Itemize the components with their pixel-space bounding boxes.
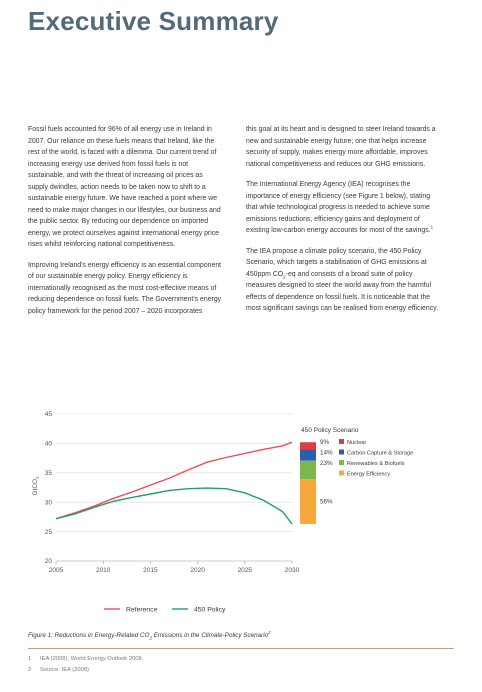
footnote-number: 2 xyxy=(28,667,32,673)
stack-percent: 9% xyxy=(320,439,330,446)
y-tick-label: 25 xyxy=(45,529,53,536)
paragraph-text: -eq and consists of a broad suite of pol… xyxy=(246,270,439,313)
paragraph: Fossil fuels accounted for 96% of all en… xyxy=(28,126,221,248)
x-axis: 2005 2010 2015 2020 2025 2030 xyxy=(49,561,300,574)
y-axis-label: GtCO2 xyxy=(32,476,40,496)
stack-segment xyxy=(300,460,316,480)
stacked-bar xyxy=(300,442,316,524)
footnote-number: 1 xyxy=(28,656,32,662)
paragraph-text: The International Energy Agency (IEA) re… xyxy=(246,181,431,234)
x-tick-label: 2020 xyxy=(190,567,205,574)
footnote-text: IEA (2008), World Energy Outlook 2008. xyxy=(40,656,144,662)
stack-segment xyxy=(300,479,316,524)
page-title: Executive Summary xyxy=(28,6,279,36)
y-axis-title: GtCO2 xyxy=(32,476,40,496)
stack-percent: 56% xyxy=(320,499,333,506)
footnote-text: Source: IEA (2008) xyxy=(40,667,89,673)
line-legend: Reference 450 Policy xyxy=(104,607,226,614)
series-line-reference xyxy=(55,441,293,520)
stack-label: Renewables & Biofuels xyxy=(347,461,405,467)
footnote: 1 IEA (2008), World Energy Outlook 2008. xyxy=(28,654,143,665)
paragraph: Improving Ireland's energy efficiency is… xyxy=(28,261,222,315)
subscript: 2 xyxy=(283,273,286,279)
paragraph: this goal at its heart and is designed t… xyxy=(246,126,436,168)
right-column: this goal at its heart and is designed t… xyxy=(246,124,442,324)
stack-segment xyxy=(300,449,316,461)
stack-legend: 450 Policy Scenario 9% Nuclear 14% Carbon Ca… xyxy=(301,427,413,506)
x-tick-label: 2025 xyxy=(238,567,253,574)
y-tick-label: 20 xyxy=(45,558,53,565)
x-tick-label: 2015 xyxy=(143,567,158,574)
x-tick-label: 2005 xyxy=(49,567,64,574)
y-tick-label: 40 xyxy=(45,441,53,448)
legend-swatch xyxy=(339,439,344,444)
x-tick-label: 2010 xyxy=(96,567,111,574)
chart-lines xyxy=(55,441,293,525)
legend-swatch xyxy=(339,460,344,465)
y-axis-subscript: 2 xyxy=(35,476,40,479)
paragraph: The IEA propose a climate policy scenari… xyxy=(246,246,442,315)
stack-percent: 14% xyxy=(320,450,333,457)
y-tick-label: 45 xyxy=(45,411,53,418)
stack-segment xyxy=(300,442,316,450)
legend-label: Reference xyxy=(126,607,158,614)
legend-swatch xyxy=(339,470,344,476)
subscript: 2 xyxy=(149,635,152,641)
series-line-450-policy xyxy=(55,487,293,525)
footnote-divider xyxy=(28,648,454,649)
caption-text: Emissions in the Climate-Policy Scenario xyxy=(151,632,269,639)
caption-text: Figure 1: Reductions in Energy-Related C… xyxy=(28,632,150,639)
paragraph: The International Energy Agency (IEA) re… xyxy=(246,179,442,237)
footnote-ref: 2 xyxy=(268,629,271,635)
footnotes: 1 IEA (2008), World Energy Outlook 2008. … xyxy=(28,654,143,676)
footnote: 2 Source: IEA (2008) xyxy=(28,665,143,676)
paragraph-text: The IEA propose a climate policy scenari… xyxy=(246,247,427,278)
figure-caption: Figure 1: Reductions in Energy-Related C… xyxy=(28,629,271,641)
y-tick-label: 30 xyxy=(45,499,53,506)
legend-swatch xyxy=(339,449,344,455)
x-tick-label: 2030 xyxy=(285,567,300,574)
stack-title: 450 Policy Scenario xyxy=(301,427,359,434)
footnote-ref: 1 xyxy=(430,224,434,230)
stack-label: Carbon Capture & Storage xyxy=(347,451,413,457)
stack-label: Nuclear xyxy=(347,440,366,446)
chart-grid xyxy=(56,413,292,562)
y-tick-label: 35 xyxy=(45,470,53,477)
left-column: Fossil fuels accounted for 96% of all en… xyxy=(28,124,224,326)
stack-percent: 23% xyxy=(320,460,333,467)
legend-label: 450 Policy xyxy=(194,607,226,614)
y-axis: 20 25 30 35 40 45 xyxy=(45,411,53,565)
stack-label: Energy Efficiency xyxy=(347,472,390,478)
